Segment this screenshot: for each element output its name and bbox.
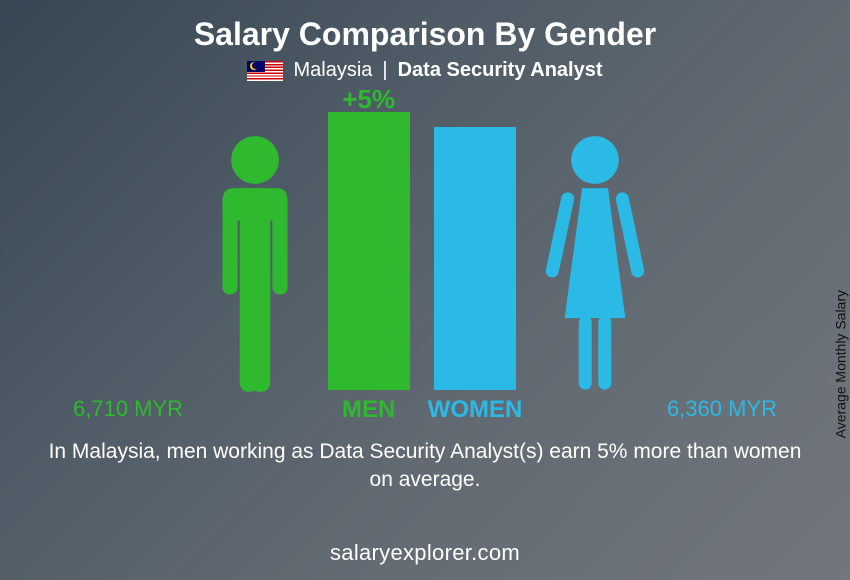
male-person-icon xyxy=(200,134,310,394)
women-bar-group: WOMEN xyxy=(428,127,523,424)
women-bar xyxy=(434,127,516,390)
y-axis-label: Average Monthly Salary xyxy=(832,290,848,438)
men-bar-label: MEN xyxy=(342,396,395,424)
source-attribution: salaryexplorer.com xyxy=(330,540,520,566)
women-salary-value: 6,360 MYR xyxy=(667,396,777,422)
summary-text: In Malaysia, men working as Data Securit… xyxy=(45,438,805,495)
men-bar-group: +5% MEN xyxy=(328,112,410,424)
page-title: Salary Comparison By Gender xyxy=(194,16,656,53)
men-bar xyxy=(328,112,410,390)
men-salary-value: 6,710 MYR xyxy=(73,396,183,422)
subtitle-row: Malaysia | Data Security Analyst xyxy=(247,59,602,82)
infographic-content: Salary Comparison By Gender Malaysia | D… xyxy=(0,0,850,580)
job-title-label: Data Security Analyst xyxy=(398,59,603,82)
country-label: Malaysia xyxy=(293,59,372,82)
comparison-chart: 6,710 MYR +5% MEN WOMEN xyxy=(115,94,735,424)
women-bar-label: WOMEN xyxy=(428,396,523,424)
female-person-icon xyxy=(540,134,650,394)
percentage-delta-label: +5% xyxy=(342,84,395,115)
subtitle-separator: | xyxy=(382,59,387,82)
malaysia-flag-icon xyxy=(247,61,283,81)
